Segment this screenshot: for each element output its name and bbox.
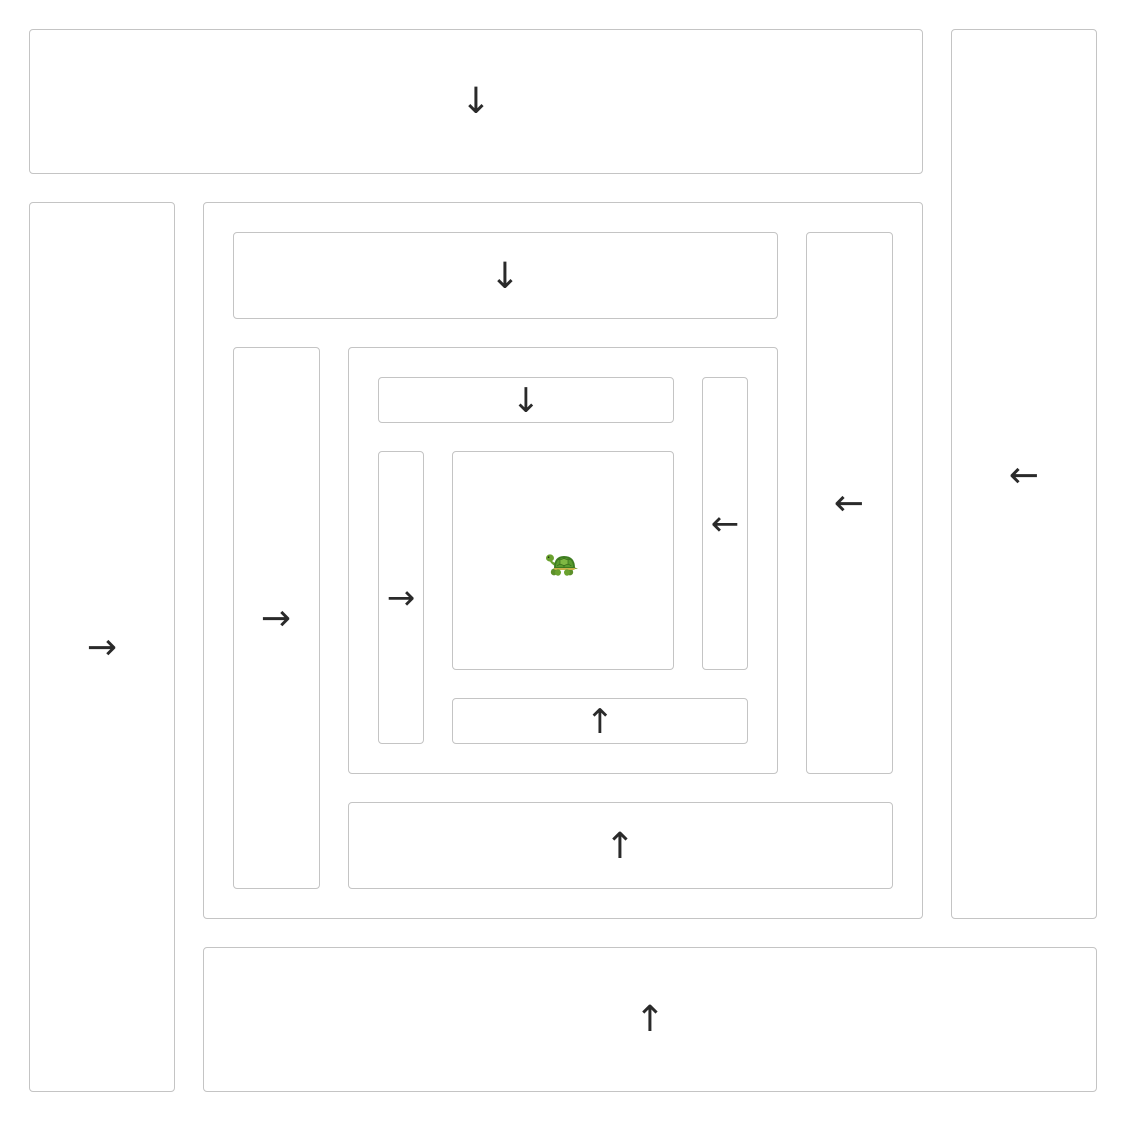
- turtle-icon: [546, 554, 578, 576]
- arrow-up-icon: ↑: [634, 999, 666, 1040]
- mid-top-tile: [233, 232, 778, 319]
- arrow-left-icon: ←: [833, 483, 865, 524]
- arrow-down-icon: ↓: [460, 81, 492, 122]
- arrow-left-icon: ←: [1008, 455, 1040, 496]
- inner-top-tile: [378, 377, 674, 423]
- arrow-up-icon: ↑: [585, 702, 615, 742]
- mid-left-tile: [233, 347, 320, 889]
- arrow-right-icon: →: [386, 578, 416, 618]
- inner-left-tile: [378, 451, 424, 744]
- mid-bottom-tile: [348, 802, 893, 889]
- mid-right-tile: [806, 232, 893, 774]
- arrow-left-icon: ←: [710, 504, 740, 544]
- outer-right-tile: [951, 29, 1097, 919]
- outer-bottom-tile: [203, 947, 1097, 1092]
- arrow-down-icon: ↓: [489, 256, 521, 297]
- outer-top-tile: [29, 29, 923, 174]
- inner-right-tile: [702, 377, 748, 670]
- arrow-right-icon: →: [260, 598, 292, 639]
- arrow-right-icon: →: [86, 627, 118, 668]
- arrow-up-icon: ↑: [604, 826, 636, 867]
- outer-left-tile: [29, 202, 175, 1092]
- inner-bottom-tile: [452, 698, 748, 744]
- arrow-down-icon: ↓: [511, 381, 541, 421]
